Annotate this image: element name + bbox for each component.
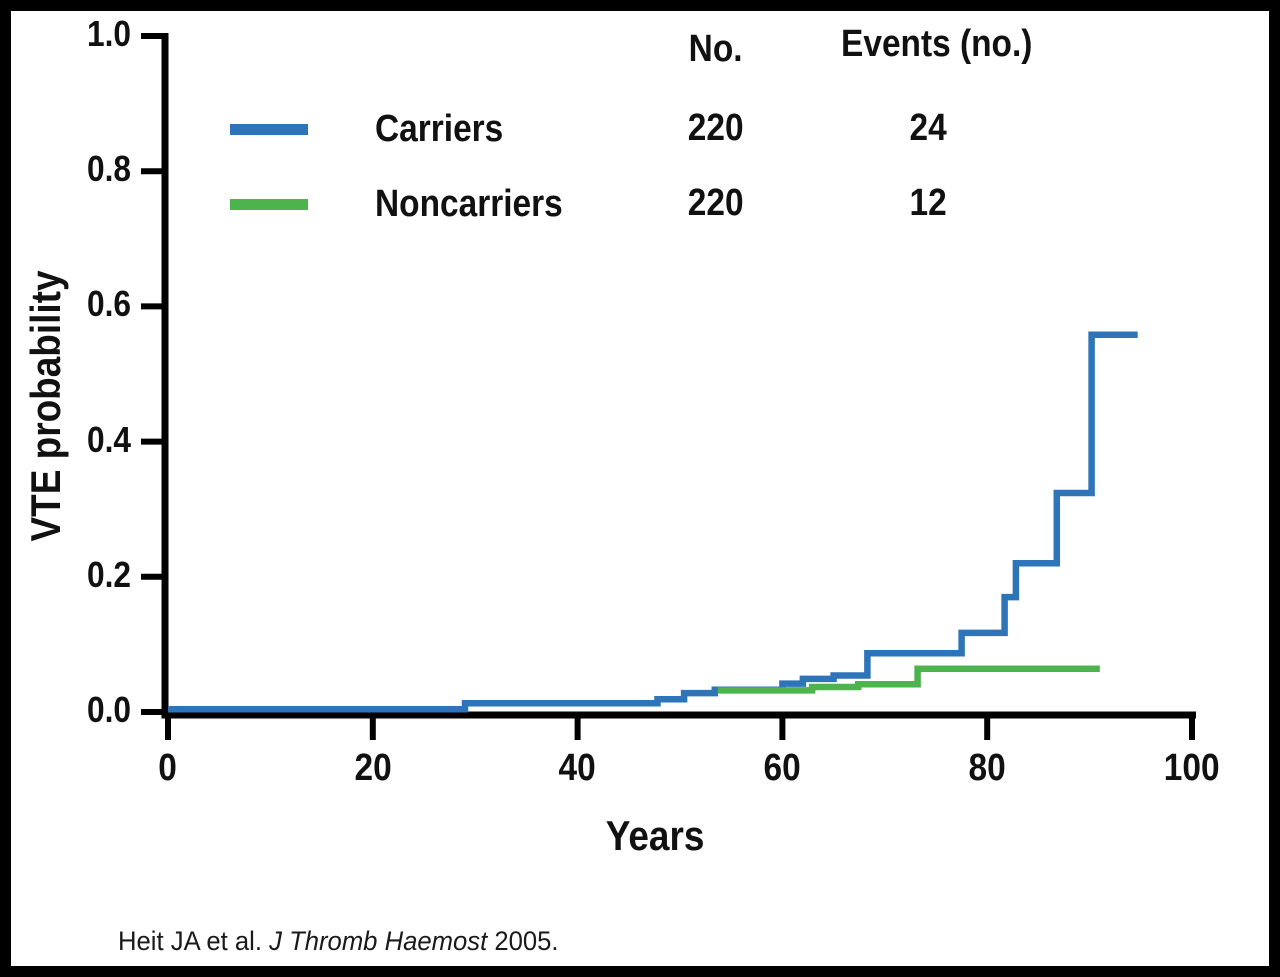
y-tick-label-text: 0.8 [86,148,131,190]
legend-events-header-text: Events (no.) [841,23,1033,65]
y-tick-label-text: 0.2 [86,553,131,595]
x-tick-label-text: 40 [558,747,597,789]
x-tick-label: 40 [523,749,633,787]
carriers-survival-curve [168,331,1138,713]
noncarriers-survival-curve [717,665,1100,694]
citation: Heit JA et al. J Thromb Haemost 2005. [118,928,582,955]
legend-column-header-no: No. [636,30,796,68]
carriers-events-text: 24 [909,107,947,149]
carriers-name-text: Carriers [375,108,504,150]
noncarriers-legend-label: Noncarriers [375,185,588,223]
noncarriers-name-text: Noncarriers [375,183,563,225]
y-tick-label: 0.8 [36,151,131,187]
y-tick-label: 0.0 [36,692,131,728]
noncarriers-count-text: 220 [688,182,744,224]
y-tick-label-text: 0.6 [86,283,131,325]
x-tick-label-text: 100 [1164,747,1220,789]
x-tick-label: 60 [727,749,837,787]
x-tick-label-text: 20 [354,747,392,789]
y-tick-label-text: 1.0 [86,13,131,54]
y-tick-label: 1.0 [36,16,131,52]
y-tick-label-text: 0.0 [86,689,131,730]
x-tick-label: 100 [1137,749,1247,787]
x-tick-label: 0 [113,749,223,787]
y-tick-label: 0.6 [36,286,131,322]
noncarriers-legend-swatch [230,199,308,210]
x-tick-label: 20 [318,749,428,787]
x-axis-title: Years [505,815,805,857]
x-tick-label-text: 80 [968,747,1006,789]
carriers-events-count: 24 [828,109,1028,147]
legend-column-header-events: Events (no.) [828,25,1032,63]
x-tick-label-text: 0 [158,747,178,789]
legend-no-header-text: No. [689,28,743,70]
carriers-legend-label: Carriers [375,110,521,148]
carriers-legend-swatch [230,124,308,135]
y-tick-label: 0.4 [36,418,131,460]
x-axis-title-text: Years [605,812,705,859]
carriers-count-text: 220 [688,107,744,149]
citation-journal: J Thromb Haemost [269,926,488,956]
citation-authors: Heit JA et al. [118,926,270,956]
y-tick-label: 0.2 [36,553,131,595]
noncarriers-events-text: 12 [909,182,947,224]
noncarriers-events-count: 12 [828,184,1028,222]
y-tick-label-text: 0.4 [86,418,131,460]
x-tick-label: 80 [932,749,1042,787]
noncarriers-count: 220 [636,184,796,222]
x-tick-label-text: 60 [763,747,801,789]
carriers-count: 220 [636,109,796,147]
citation-year: 2005. [487,926,559,956]
citation-text: Heit JA et al. J Thromb Haemost 2005. [118,928,559,955]
